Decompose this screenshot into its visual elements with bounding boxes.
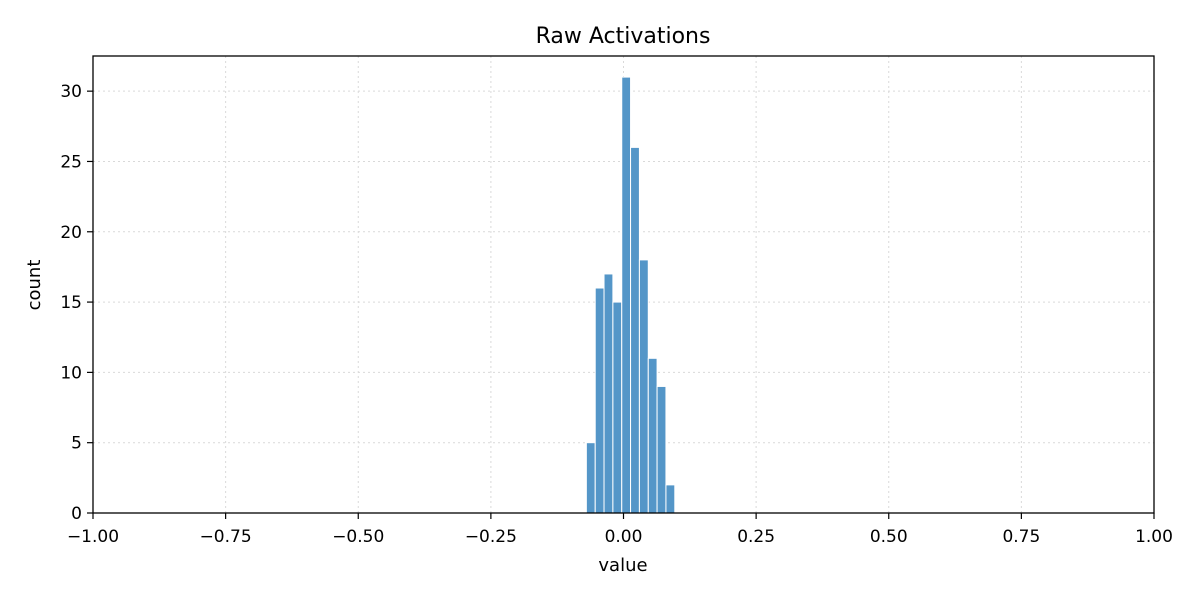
histogram-bar: [647, 357, 658, 514]
chart-title: Raw Activations: [536, 24, 711, 49]
x-axis-label: value: [598, 555, 647, 576]
y-axis: 0 5 10 15 20 25 30: [60, 82, 93, 524]
x-tick-label: 1.00: [1135, 527, 1173, 547]
y-tick-label: 10: [60, 363, 82, 383]
x-tick-label: 0.75: [1002, 527, 1040, 547]
x-tick-label: 0.50: [870, 527, 908, 547]
y-tick-label: 0: [71, 504, 82, 524]
histogram-bar: [621, 76, 632, 514]
histogram-bar: [638, 259, 649, 514]
y-tick-label: 15: [60, 293, 82, 313]
histogram-bar: [612, 301, 623, 514]
x-tick-label: −0.75: [200, 527, 252, 547]
histogram-bar: [630, 146, 640, 514]
x-tick-label: −0.25: [465, 527, 517, 547]
x-tick-label: −1.00: [67, 527, 119, 547]
histogram-bar: [594, 287, 605, 514]
histogram-bar: [585, 442, 596, 514]
histogram-bar: [665, 484, 676, 514]
x-tick-label: 0.00: [605, 527, 643, 547]
y-tick-label: 5: [71, 434, 82, 454]
histogram-bar: [603, 273, 614, 514]
x-tick-label: −0.50: [332, 527, 384, 547]
y-tick-label: 25: [60, 152, 82, 172]
bars: [585, 76, 676, 514]
y-tick-label: 30: [60, 82, 82, 102]
y-tick-label: 20: [60, 223, 82, 243]
y-axis-label: count: [24, 260, 45, 311]
histogram-bar: [656, 385, 667, 514]
x-tick-label: 0.25: [737, 527, 775, 547]
x-axis: −1.00 −0.75 −0.50 −0.25 0.00 0.25 0.50 0.75 1.00: [67, 513, 1173, 547]
